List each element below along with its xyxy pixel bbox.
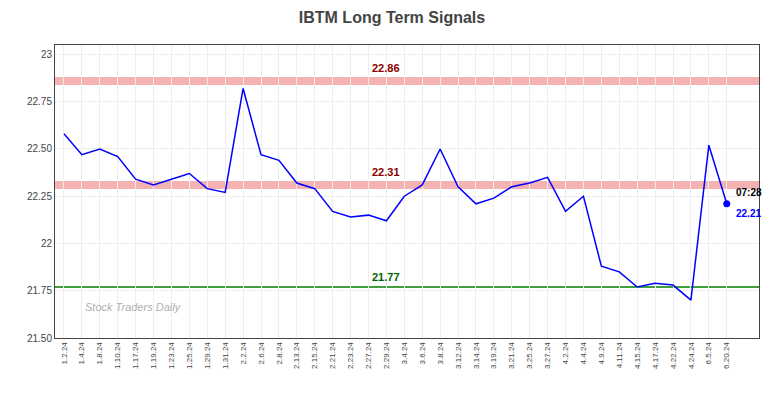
svg-text:1.29.24: 1.29.24 xyxy=(203,342,212,369)
svg-text:4.15.24: 4.15.24 xyxy=(633,342,642,369)
svg-text:22.31: 22.31 xyxy=(372,166,400,178)
svg-text:1.17.24: 1.17.24 xyxy=(131,342,140,369)
svg-text:4.9.24: 4.9.24 xyxy=(597,342,606,365)
svg-text:3.12.24: 3.12.24 xyxy=(454,342,463,369)
svg-text:4.11.24: 4.11.24 xyxy=(615,342,624,369)
svg-text:4.24.24: 4.24.24 xyxy=(687,342,696,369)
svg-text:2.6.24: 2.6.24 xyxy=(257,342,266,365)
svg-text:1.25.24: 1.25.24 xyxy=(185,342,194,369)
svg-text:4.4.24: 4.4.24 xyxy=(579,342,588,365)
svg-text:3.4.24: 3.4.24 xyxy=(400,342,409,365)
svg-text:6.20.24: 6.20.24 xyxy=(722,342,731,369)
svg-text:2.2.24: 2.2.24 xyxy=(239,342,248,365)
svg-text:Stock Traders Daily: Stock Traders Daily xyxy=(85,301,182,313)
svg-text:22.50: 22.50 xyxy=(27,143,52,154)
svg-text:2.29.24: 2.29.24 xyxy=(382,342,391,369)
svg-text:3.21.24: 3.21.24 xyxy=(507,342,516,369)
svg-text:22.21: 22.21 xyxy=(736,208,761,219)
svg-text:1.23.24: 1.23.24 xyxy=(167,342,176,369)
svg-text:22.86: 22.86 xyxy=(372,62,400,74)
svg-text:3.6.24: 3.6.24 xyxy=(418,342,427,365)
svg-text:1.8.24: 1.8.24 xyxy=(95,342,104,365)
svg-text:3.8.24: 3.8.24 xyxy=(436,342,445,365)
svg-text:6.5.24: 6.5.24 xyxy=(704,342,713,365)
svg-text:1.19.24: 1.19.24 xyxy=(149,342,158,369)
svg-text:3.27.24: 3.27.24 xyxy=(543,342,552,369)
svg-text:2.8.24: 2.8.24 xyxy=(275,342,284,365)
svg-text:2.27.24: 2.27.24 xyxy=(364,342,373,369)
svg-text:23: 23 xyxy=(41,49,53,60)
svg-text:21.77: 21.77 xyxy=(372,271,400,283)
svg-text:22: 22 xyxy=(41,238,53,249)
svg-text:3.19.24: 3.19.24 xyxy=(489,342,498,369)
svg-text:3.14.24: 3.14.24 xyxy=(472,342,481,369)
svg-text:1.31.24: 1.31.24 xyxy=(221,342,230,369)
svg-text:4.17.24: 4.17.24 xyxy=(651,342,660,369)
svg-text:21.75: 21.75 xyxy=(27,285,52,296)
svg-text:4.2.24: 4.2.24 xyxy=(561,342,570,365)
svg-text:3.25.24: 3.25.24 xyxy=(525,342,534,369)
svg-text:2.21.24: 2.21.24 xyxy=(328,342,337,369)
svg-text:1.10.24: 1.10.24 xyxy=(113,342,122,369)
svg-text:1.2.24: 1.2.24 xyxy=(60,342,69,365)
svg-text:22.75: 22.75 xyxy=(27,96,52,107)
svg-text:22.25: 22.25 xyxy=(27,191,52,202)
svg-text:07:28: 07:28 xyxy=(736,187,762,198)
svg-text:2.23.24: 2.23.24 xyxy=(346,342,355,369)
svg-text:2.15.24: 2.15.24 xyxy=(310,342,319,369)
svg-text:1.4.24: 1.4.24 xyxy=(77,342,86,365)
svg-text:2.13.24: 2.13.24 xyxy=(292,342,301,369)
svg-text:21.50: 21.50 xyxy=(27,333,52,344)
svg-text:4.22.24: 4.22.24 xyxy=(669,342,678,369)
svg-text:IBTM Long Term Signals: IBTM Long Term Signals xyxy=(299,9,485,26)
